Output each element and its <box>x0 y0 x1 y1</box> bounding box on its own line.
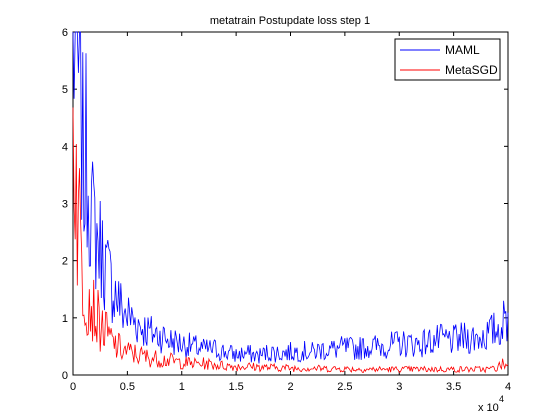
x-multiplier-exponent: 4 <box>499 394 504 404</box>
legend-label-metasgd: MetaSGD <box>445 63 498 77</box>
y-axis: 0 1 2 3 4 5 6 <box>62 27 508 382</box>
x-tick-label: 4 <box>505 381 511 393</box>
legend: MAML MetaSGD <box>394 38 501 81</box>
y-tick-label: 3 <box>62 199 68 211</box>
y-tick-label: 0 <box>62 370 68 382</box>
y-tick-label: 5 <box>62 84 68 96</box>
x-tick-label: 1.5 <box>228 381 243 393</box>
series-lines <box>72 31 509 374</box>
x-tick-label: 1 <box>179 381 185 393</box>
x-tick-label: 0 <box>70 381 76 393</box>
x-multiplier-base: x 10 <box>478 402 499 414</box>
x-axis-multiplier: x 10 4 <box>478 394 504 414</box>
x-tick-label: 0.5 <box>120 381 135 393</box>
y-tick-label: 2 <box>62 256 68 268</box>
x-axis: 0 0.5 1 1.5 2 2.5 3 3.5 4 <box>70 32 511 393</box>
x-tick-label: 3.5 <box>446 381 461 393</box>
y-tick-label: 1 <box>62 313 68 325</box>
series-line-metasgd <box>72 107 509 374</box>
series-line-maml <box>72 31 509 364</box>
legend-label-maml: MAML <box>445 43 480 57</box>
chart-title: metatrain Postupdate loss step 1 <box>210 15 370 27</box>
legend-box <box>394 38 501 81</box>
plot-area <box>72 31 509 376</box>
x-tick-label: 2 <box>287 381 293 393</box>
y-tick-label: 6 <box>62 27 68 39</box>
x-tick-label: 3 <box>396 381 402 393</box>
y-tick-label: 4 <box>62 141 68 153</box>
x-tick-label: 2.5 <box>337 381 352 393</box>
